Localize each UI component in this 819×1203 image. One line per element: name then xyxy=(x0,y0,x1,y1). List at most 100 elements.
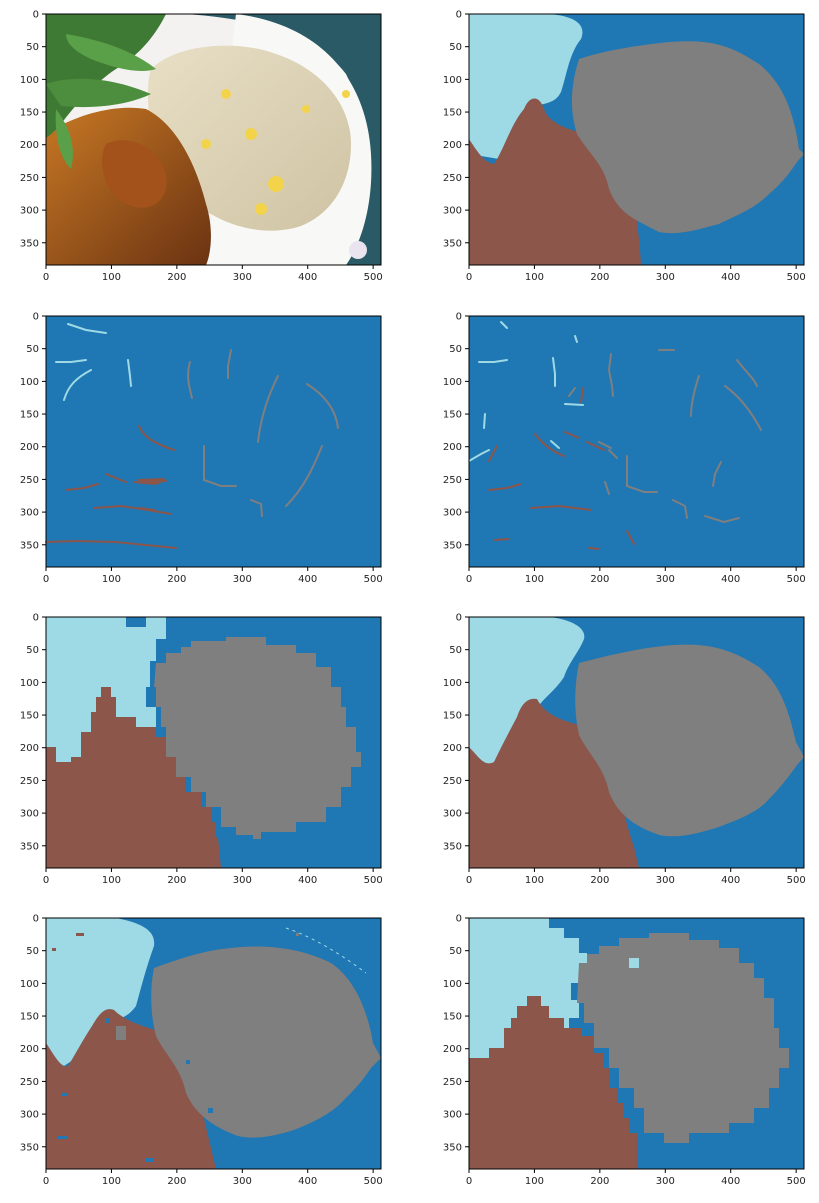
x-tick-label: 0 xyxy=(466,574,472,585)
y-tick-label: 250 xyxy=(20,173,39,184)
y-tick-label: 150 xyxy=(443,410,462,421)
x-tick-label: 300 xyxy=(233,875,252,886)
x-tick-label: 100 xyxy=(102,1176,121,1187)
x-tick-label: 300 xyxy=(233,1176,252,1187)
y-tick-label: 300 xyxy=(20,206,39,217)
y-tick-label: 350 xyxy=(443,841,462,852)
y-tick-label: 100 xyxy=(20,377,39,388)
x-tick-label: 0 xyxy=(466,1176,472,1187)
y-tick-label: 200 xyxy=(443,442,462,453)
y-tick-label: 150 xyxy=(20,1012,39,1023)
y-tick-label: 150 xyxy=(443,1012,462,1023)
y-tick-label: 200 xyxy=(20,442,39,453)
x-tick-label: 400 xyxy=(298,272,317,283)
x-tick-label: 500 xyxy=(787,875,806,886)
y-tick-label: 250 xyxy=(20,1077,39,1088)
y-tick-label: 300 xyxy=(443,206,462,217)
x-tick-label: 300 xyxy=(656,1176,675,1187)
y-tick-label: 0 xyxy=(456,10,462,21)
x-tick-label: 500 xyxy=(364,1176,383,1187)
y-tick-label: 100 xyxy=(443,678,462,689)
x-tick-label: 200 xyxy=(590,272,609,283)
y-tick-label: 50 xyxy=(26,344,39,355)
y-tick-label: 150 xyxy=(20,108,39,119)
y-tick-label: 350 xyxy=(443,238,462,249)
y-tick-label: 0 xyxy=(33,312,39,323)
panel-segmentation-noisy xyxy=(45,917,382,1170)
x-tick-label: 100 xyxy=(525,272,544,283)
y-tick-label: 300 xyxy=(443,508,462,519)
x-tick-label: 500 xyxy=(787,272,806,283)
y-tick-label: 350 xyxy=(20,841,39,852)
y-tick-label: 100 xyxy=(20,678,39,689)
y-tick-label: 0 xyxy=(33,613,39,624)
y-tick-label: 350 xyxy=(443,1142,462,1153)
x-tick-label: 200 xyxy=(590,574,609,585)
x-tick-label: 100 xyxy=(102,574,121,585)
y-tick-label: 100 xyxy=(20,979,39,990)
y-tick-label: 0 xyxy=(33,10,39,21)
x-tick-label: 400 xyxy=(721,875,740,886)
x-tick-label: 500 xyxy=(364,574,383,585)
y-tick-label: 200 xyxy=(443,743,462,754)
x-tick-label: 0 xyxy=(43,875,49,886)
y-tick-label: 300 xyxy=(443,809,462,820)
y-tick-label: 200 xyxy=(20,1044,39,1055)
x-tick-label: 200 xyxy=(590,875,609,886)
x-tick-label: 500 xyxy=(787,1176,806,1187)
y-tick-label: 0 xyxy=(456,914,462,925)
y-tick-label: 150 xyxy=(443,108,462,119)
y-tick-label: 100 xyxy=(443,979,462,990)
panel-segmentation-blocky-coarse xyxy=(45,616,382,869)
y-tick-label: 0 xyxy=(33,914,39,925)
x-tick-label: 200 xyxy=(167,574,186,585)
x-tick-label: 400 xyxy=(721,1176,740,1187)
panel-segmentation-smooth-refined xyxy=(468,616,805,869)
x-tick-label: 400 xyxy=(298,1176,317,1187)
y-tick-label: 150 xyxy=(443,711,462,722)
y-tick-label: 350 xyxy=(443,540,462,551)
x-tick-label: 0 xyxy=(43,1176,49,1187)
y-tick-label: 200 xyxy=(20,140,39,151)
x-tick-label: 100 xyxy=(102,272,121,283)
y-tick-label: 100 xyxy=(443,75,462,86)
y-tick-label: 0 xyxy=(456,613,462,624)
x-tick-label: 300 xyxy=(656,574,675,585)
x-tick-label: 500 xyxy=(364,272,383,283)
x-tick-label: 400 xyxy=(298,574,317,585)
x-tick-label: 500 xyxy=(787,574,806,585)
x-tick-label: 0 xyxy=(466,272,472,283)
x-tick-label: 100 xyxy=(102,875,121,886)
y-tick-label: 350 xyxy=(20,238,39,249)
y-tick-label: 50 xyxy=(26,42,39,53)
panel-segmentation-smooth xyxy=(468,13,805,266)
y-tick-label: 350 xyxy=(20,540,39,551)
y-tick-label: 300 xyxy=(443,1110,462,1121)
y-tick-label: 100 xyxy=(20,75,39,86)
y-tick-label: 250 xyxy=(443,173,462,184)
y-tick-label: 150 xyxy=(20,711,39,722)
y-tick-label: 250 xyxy=(443,1077,462,1088)
x-tick-label: 200 xyxy=(590,1176,609,1187)
x-tick-label: 400 xyxy=(721,272,740,283)
y-tick-label: 50 xyxy=(449,645,462,656)
y-tick-label: 250 xyxy=(20,475,39,486)
y-tick-label: 50 xyxy=(449,344,462,355)
y-tick-label: 300 xyxy=(20,508,39,519)
x-tick-label: 0 xyxy=(43,574,49,585)
x-tick-label: 100 xyxy=(525,574,544,585)
y-tick-label: 300 xyxy=(20,1110,39,1121)
x-tick-label: 300 xyxy=(656,272,675,283)
x-tick-label: 200 xyxy=(167,272,186,283)
x-tick-label: 300 xyxy=(233,272,252,283)
y-tick-label: 250 xyxy=(20,776,39,787)
x-tick-label: 100 xyxy=(525,1176,544,1187)
y-tick-label: 200 xyxy=(443,1044,462,1055)
y-tick-label: 300 xyxy=(20,809,39,820)
x-tick-label: 200 xyxy=(167,1176,186,1187)
panel-scribbles-dense xyxy=(468,315,805,568)
x-tick-label: 300 xyxy=(656,875,675,886)
y-tick-label: 50 xyxy=(26,645,39,656)
x-tick-label: 400 xyxy=(298,875,317,886)
